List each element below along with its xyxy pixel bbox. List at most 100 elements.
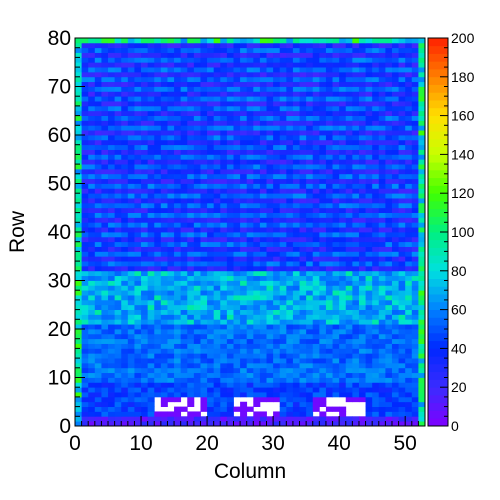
heatmap-cell [94, 222, 102, 228]
heatmap-cell [75, 329, 82, 335]
heatmap-cell [94, 178, 102, 184]
heatmap-cell [147, 57, 155, 63]
heatmap-cell [108, 101, 116, 107]
heatmap-cell [213, 256, 221, 262]
heatmap-cell [233, 139, 241, 146]
heatmap-cell [94, 120, 102, 126]
heatmap-cell [292, 396, 300, 403]
heatmap-cell [411, 115, 419, 121]
heatmap-cell [352, 227, 360, 233]
heatmap-cell [147, 338, 155, 344]
heatmap-cell [312, 178, 320, 184]
heatmap-cell [81, 188, 89, 194]
heatmap-cell [292, 406, 300, 412]
heatmap-cell [127, 38, 135, 44]
heatmap-cell [312, 382, 320, 388]
heatmap-cell [180, 261, 188, 267]
heatmap-cell [312, 67, 320, 73]
heatmap-cell [259, 387, 267, 393]
heatmap-cell [358, 324, 366, 330]
heatmap-cell [358, 52, 366, 58]
heatmap-cell [418, 101, 426, 107]
heatmap-cell [121, 387, 129, 393]
heatmap-cell [279, 382, 287, 388]
heatmap-cell [147, 202, 155, 209]
heatmap-cell [292, 382, 300, 388]
heatmap-cell [81, 91, 89, 97]
heatmap-cell [75, 159, 82, 165]
heatmap-cell [411, 396, 419, 403]
heatmap-cell [160, 270, 168, 277]
heatmap-cell [352, 86, 360, 92]
heatmap-cell [127, 125, 135, 131]
heatmap-cell [193, 392, 201, 398]
heatmap-cell [187, 314, 195, 320]
heatmap-cell [160, 173, 168, 180]
heatmap-cell [345, 382, 353, 388]
heatmap-cell [372, 372, 380, 378]
heatmap-cell [286, 275, 294, 281]
heatmap-cell [418, 62, 426, 68]
heatmap-cell [75, 265, 82, 272]
heatmap-cell [114, 193, 122, 199]
colorbar-segment [428, 154, 448, 163]
heatmap-cell [246, 265, 254, 272]
heatmap-cell [180, 222, 188, 228]
heatmap-cell [108, 120, 116, 126]
heatmap-cell [372, 164, 380, 170]
heatmap-cell [147, 188, 155, 194]
heatmap-cell [253, 401, 261, 407]
heatmap-cell [141, 290, 149, 296]
heatmap-cell [332, 309, 340, 315]
heatmap-cell [372, 387, 380, 393]
heatmap-cell [411, 275, 419, 281]
heatmap-cell [193, 382, 201, 388]
heatmap-cell [345, 285, 353, 291]
heatmap-cell [94, 290, 102, 296]
heatmap-cell [108, 164, 116, 170]
heatmap-cell [273, 387, 281, 393]
heatmap-cell [418, 52, 426, 58]
heatmap-cell [141, 353, 149, 359]
heatmap-cell [200, 144, 208, 150]
heatmap-cell [193, 188, 201, 194]
heatmap-cell [391, 333, 399, 340]
heatmap-cell [391, 251, 399, 257]
heatmap-cell [418, 382, 426, 388]
heatmap-cell [200, 38, 208, 44]
heatmap-cell [405, 372, 413, 378]
heatmap-cell [127, 411, 135, 417]
heatmap-cell [378, 421, 386, 427]
heatmap-cell [418, 324, 426, 330]
heatmap-cell [88, 130, 96, 136]
heatmap-cell [372, 275, 380, 281]
heatmap-cell [358, 362, 366, 369]
heatmap-cell [174, 372, 182, 378]
heatmap-cell [81, 173, 89, 180]
heatmap-cell [372, 110, 380, 116]
heatmap-cell [352, 57, 360, 63]
heatmap-cell [246, 164, 254, 170]
heatmap-cell [319, 387, 327, 393]
heatmap-cell [94, 382, 102, 388]
heatmap-cell [233, 338, 241, 344]
heatmap-cell [94, 411, 102, 417]
heatmap-cell [306, 47, 314, 53]
heatmap-cell [233, 38, 241, 44]
heatmap-cell [147, 251, 155, 257]
heatmap-cell [312, 232, 320, 238]
heatmap-cell [358, 392, 366, 398]
heatmap-cell [292, 319, 300, 325]
heatmap-cell [405, 314, 413, 320]
heatmap-cell [207, 217, 215, 223]
heatmap-cell [94, 42, 102, 49]
heatmap-cell [226, 236, 234, 243]
heatmap-cell [246, 149, 254, 155]
heatmap-cell [88, 329, 96, 335]
heatmap-cell [398, 406, 406, 412]
heatmap-cell [220, 120, 228, 126]
heatmap-cell [141, 178, 149, 184]
heatmap-cell [352, 295, 360, 301]
heatmap-cell [378, 71, 386, 78]
heatmap-cell [398, 411, 406, 417]
